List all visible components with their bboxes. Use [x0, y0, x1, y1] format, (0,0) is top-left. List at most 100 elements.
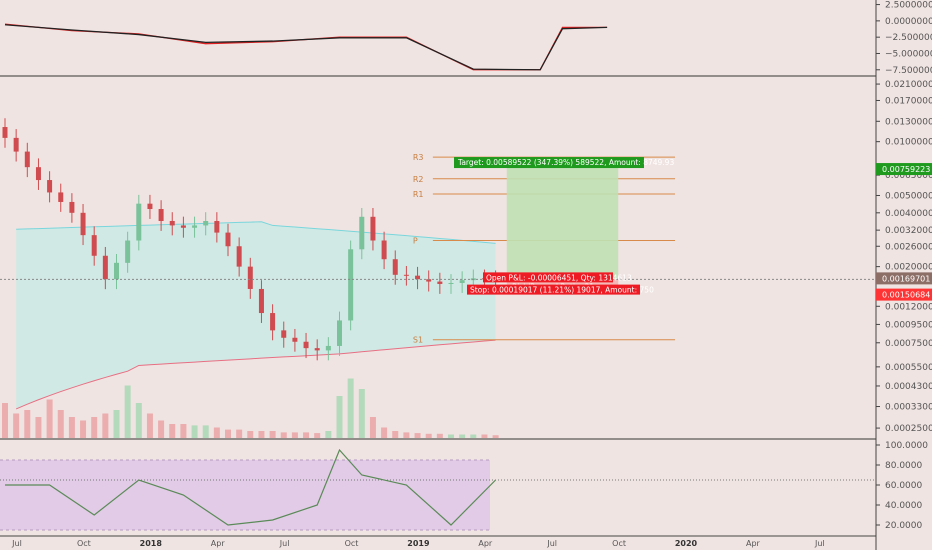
volume-bar [258, 431, 265, 438]
volume-bar [492, 435, 499, 438]
last-price-tag-text: 0.00169701 [882, 274, 930, 283]
time-axis: Jul Oct 2018 Apr Jul Oct 2019 Apr Jul Oct 2020 Apr J… [11, 539, 824, 548]
volume-bar [102, 413, 109, 438]
rsi-line [5, 448, 497, 526]
volume-bar [91, 417, 98, 438]
volume-bar [247, 431, 254, 438]
volume-bar [448, 434, 454, 438]
candle-body [348, 249, 354, 321]
volume-bar [369, 417, 376, 438]
time-label: Jul [814, 539, 825, 548]
time-label: Jul [279, 539, 290, 548]
time-label: Apr [478, 539, 493, 548]
volume-bar [425, 433, 432, 438]
volume-bar [381, 427, 388, 438]
cloud-fill [16, 221, 496, 409]
rsi-tick-label: 40.0000 [885, 501, 922, 511]
time-label: Oct [77, 539, 91, 548]
volume-bar [213, 427, 220, 438]
candle-body [281, 330, 287, 338]
volume-bar [80, 420, 87, 438]
volume-bar [146, 413, 153, 438]
time-label: Apr [746, 539, 761, 548]
candle-body [459, 280, 465, 283]
rsi-tick-label: 80.0000 [885, 461, 922, 471]
candle-body [158, 209, 164, 221]
target-price-tag-box [876, 163, 932, 176]
candle-body [247, 266, 253, 289]
candle-body [80, 212, 86, 236]
candle-body [47, 180, 53, 193]
candle-body [147, 203, 153, 210]
rsi-tick-label: 60.0000 [885, 481, 922, 491]
osc-tick-label: 0.00000000 [885, 17, 932, 27]
stop-zone [506, 279, 619, 289]
candle-body [169, 220, 175, 226]
lower-band-line [15, 339, 496, 410]
candle-body [337, 320, 342, 346]
volume-bar [291, 432, 298, 438]
candle-body [58, 192, 64, 202]
volume-bar [135, 403, 142, 438]
oscillator-panel [4, 23, 608, 71]
candle-body [292, 337, 298, 342]
time-label: Apr [211, 539, 226, 548]
volume-bar [280, 432, 287, 438]
volume-bar [113, 410, 120, 438]
target-label-box [454, 157, 644, 169]
volume-bar [24, 410, 31, 438]
stop-label: Stop: 0.00019017 (11.21%) 19017, Amount:… [470, 286, 654, 295]
candle-body [180, 225, 186, 228]
candle-body [125, 240, 131, 263]
rsi-band [0, 460, 490, 530]
volume-bar [481, 434, 488, 438]
candle-body [102, 255, 108, 280]
target-zone [506, 163, 619, 280]
volume-bar [236, 429, 243, 438]
oscillator-line-1 [4, 24, 608, 71]
candle-body [136, 203, 142, 241]
candle-body [359, 216, 365, 250]
volume-bar [225, 429, 231, 438]
volume-bar [347, 378, 354, 438]
stop-price-tag-box [876, 288, 932, 301]
time-label: Jul [546, 539, 557, 548]
target-price-tag-text: 0.00759223 [882, 165, 930, 174]
time-label: 2020 [675, 539, 698, 548]
candle-body [35, 167, 41, 181]
rsi-tick-label: 100.0000 [885, 441, 928, 451]
candle-body [13, 137, 19, 152]
volume-bar [303, 432, 310, 438]
volume-bar [392, 431, 399, 438]
candle-body [114, 262, 119, 280]
candle-body [203, 220, 209, 226]
open-pnl-label: Open P&L: -0.00006451, Qty: 1314613 [486, 273, 632, 282]
candle-body [69, 201, 75, 213]
price-panel: R3 R2 R1 P S1 Target: 0.00589522 (347.39%) 58… [0, 118, 876, 438]
time-label: Oct [345, 539, 359, 548]
volume-bar [180, 424, 187, 438]
pivot-label-r2: R2 [413, 175, 424, 184]
candle-body [381, 240, 387, 260]
volume-bar [470, 434, 477, 438]
candle-body [415, 275, 421, 280]
pivot-label-s1: S1 [413, 336, 423, 345]
volume-bar [169, 424, 176, 438]
candle-body [325, 345, 331, 351]
